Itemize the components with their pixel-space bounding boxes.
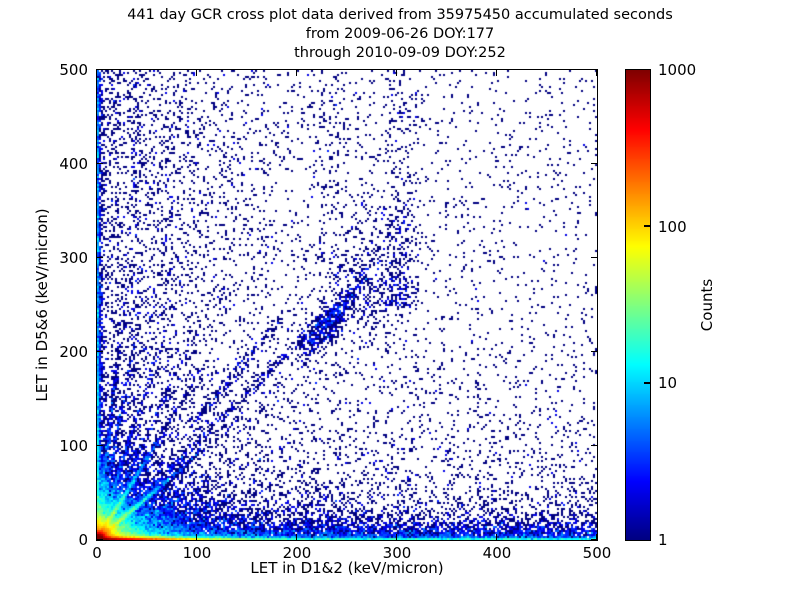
x-tick-bottom <box>95 533 98 540</box>
colorbar-gradient-canvas <box>625 69 650 540</box>
colorbar-tick <box>643 382 650 384</box>
colorbar-tick <box>643 225 650 227</box>
y-tick-right <box>590 162 597 165</box>
title-line-3: through 2010-09-09 DOY:252 <box>294 45 506 61</box>
x-tick-bottom <box>495 533 498 540</box>
y-tick-left <box>96 256 103 259</box>
x-axis-label: LET in D1&2 (keV/micron) <box>250 559 444 577</box>
x-tick-top <box>95 69 98 76</box>
x-tick-top <box>395 69 398 76</box>
x-tick-bottom <box>295 533 298 540</box>
y-axis-label: LET in D5&6 (keV/micron) <box>33 208 51 402</box>
colorbar <box>624 68 651 541</box>
colorbar-tick-label: 100 <box>658 217 687 236</box>
y-tick-left <box>96 538 103 541</box>
y-tick-label: 100 <box>59 437 88 455</box>
colorbar-tick-label: 1 <box>658 531 668 549</box>
y-tick-left <box>96 350 103 353</box>
y-tick-right <box>590 350 597 353</box>
y-tick-right <box>590 68 597 71</box>
x-tick-top <box>595 69 598 76</box>
y-tick-label: 400 <box>59 155 88 173</box>
plot-area <box>95 68 598 541</box>
y-tick-label: 300 <box>59 249 88 267</box>
y-tick-left <box>96 68 103 71</box>
y-tick-label: 200 <box>59 343 88 361</box>
x-tick-label: 500 <box>582 544 612 562</box>
x-tick-label: 0 <box>92 544 102 562</box>
x-tick-bottom <box>395 533 398 540</box>
title-line-1: 441 day GCR cross plot data derived from… <box>127 7 673 23</box>
colorbar-tick-label: 10 <box>658 374 678 393</box>
y-tick-right <box>590 444 597 447</box>
colorbar-title: Counts <box>698 278 716 332</box>
chart-title: 441 day GCR cross plot data derived from… <box>0 6 800 63</box>
x-tick-top <box>495 69 498 76</box>
x-tick-label: 400 <box>482 544 512 562</box>
scatter-density-canvas <box>96 69 597 540</box>
x-tick-label: 300 <box>382 544 412 562</box>
colorbar-tick-label: 1000 <box>658 61 697 79</box>
title-line-2: from 2009-06-26 DOY:177 <box>305 26 495 42</box>
y-tick-right <box>590 256 597 259</box>
y-tick-right <box>590 538 597 541</box>
x-tick-label: 200 <box>282 544 312 562</box>
y-tick-left <box>96 162 103 165</box>
x-tick-bottom <box>595 533 598 540</box>
x-tick-top <box>295 69 298 76</box>
y-tick-label: 500 <box>59 61 88 79</box>
x-tick-top <box>195 69 198 76</box>
x-tick-label: 100 <box>182 544 212 562</box>
y-tick-left <box>96 444 103 447</box>
y-tick-label: 0 <box>78 531 88 549</box>
x-tick-bottom <box>195 533 198 540</box>
